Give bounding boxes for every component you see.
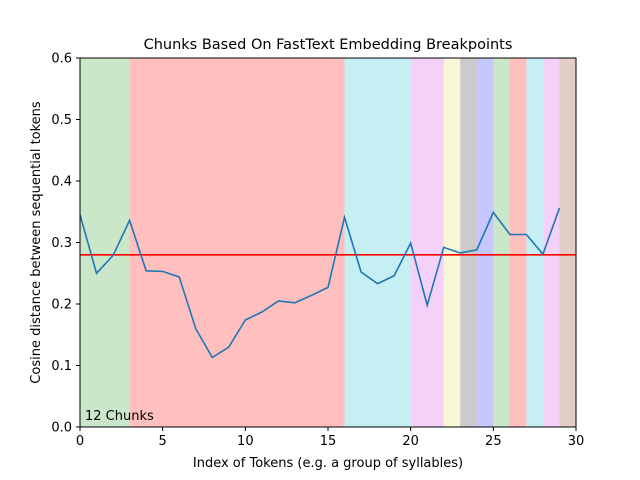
y-ticks: 0.0 0.1 0.2 0.3 0.4 0.5 0.6 (51, 52, 80, 436)
chunk-band-2 (129, 58, 345, 427)
chunk-bands (80, 58, 576, 427)
x-tick-label: 5 (159, 434, 167, 449)
y-tick-label: 0.3 (51, 236, 72, 251)
y-tick-label: 0.0 (51, 421, 72, 436)
x-tick-label: 10 (237, 434, 254, 449)
chunk-band-3 (344, 58, 411, 427)
chunk-band-7 (476, 58, 494, 427)
x-tick-label: 20 (402, 434, 419, 449)
chart-title: Chunks Based On FastText Embedding Break… (144, 37, 513, 53)
y-tick-label: 0.2 (51, 298, 72, 313)
chunk-band-4 (410, 58, 444, 427)
y-tick-label: 0.1 (51, 359, 72, 374)
chunk-band-12 (559, 58, 576, 427)
chunk-count-annotation: 12 Chunks (85, 409, 154, 424)
y-axis-label: Cosine distance between sequential token… (29, 101, 44, 384)
x-ticks: 0 5 10 15 20 25 30 (76, 427, 584, 449)
y-tick-label: 0.4 (51, 175, 72, 190)
x-tick-label: 25 (485, 434, 502, 449)
y-tick-label: 0.5 (51, 113, 72, 128)
chunk-band-5 (443, 58, 461, 427)
chunk-band-8 (493, 58, 510, 427)
chunk-band-9 (509, 58, 527, 427)
chunk-band-11 (542, 58, 560, 427)
chunk-band-10 (526, 58, 543, 427)
x-tick-label: 0 (76, 434, 84, 449)
series-line (79, 207, 561, 359)
x-tick-label: 15 (320, 434, 337, 449)
chunk-band-6 (460, 58, 477, 427)
x-tick-label: 30 (568, 434, 585, 449)
y-tick-label: 0.6 (51, 52, 72, 67)
x-axis-label: Index of Tokens (e.g. a group of syllabl… (193, 456, 463, 471)
